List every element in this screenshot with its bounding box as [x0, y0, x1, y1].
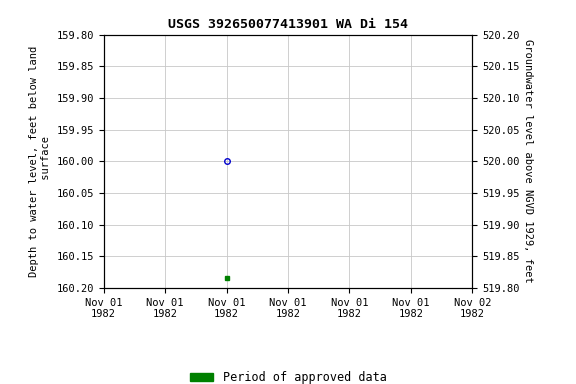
Y-axis label: Depth to water level, feet below land
 surface: Depth to water level, feet below land su… — [29, 46, 51, 277]
Title: USGS 392650077413901 WA Di 154: USGS 392650077413901 WA Di 154 — [168, 18, 408, 31]
Y-axis label: Groundwater level above NGVD 1929, feet: Groundwater level above NGVD 1929, feet — [524, 40, 533, 283]
Legend: Period of approved data: Period of approved data — [185, 366, 391, 384]
